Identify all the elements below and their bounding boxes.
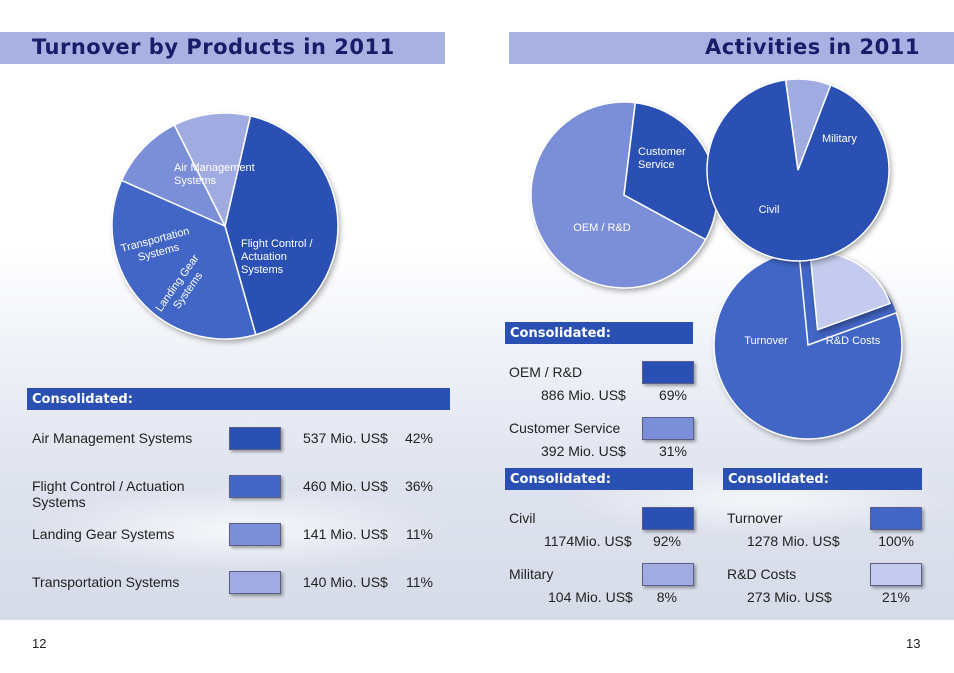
legend-label-air: Air Management Systems (32, 430, 193, 446)
pie-slice-flight-control-actuation-systems (111, 179, 257, 340)
legend-amount-landing: 141 Mio. US$ (303, 526, 388, 542)
pie-activities-civil: Civil Military (706, 78, 890, 262)
legend-swatch-rd-costs (870, 563, 922, 586)
left-consolidated-label: Consolidated: (32, 392, 133, 407)
legend-label-turnover: Turnover (727, 510, 783, 526)
pie-label-r-d-costs: R&D Costs (826, 335, 881, 347)
left-header: Turnover by Products in 2011 (0, 32, 445, 64)
legend-swatch-air (229, 427, 281, 450)
legend-label-civil: Civil (509, 510, 536, 526)
legend-label-flight: Flight Control / Actuation Systems (32, 478, 185, 510)
page-number-right: 13 (906, 636, 921, 651)
legend-amount-transport: 140 Mio. US$ (303, 574, 388, 590)
legend-pct-civil: 92% (652, 533, 681, 549)
legend-swatch-civil (642, 507, 694, 530)
pie-slice-landing-gear-systems (120, 123, 227, 228)
legend-pct-military: 8% (656, 589, 677, 605)
legend-swatch-military (642, 563, 694, 586)
legend-pct-flight: 36% (404, 478, 433, 494)
pie-slice-civil (706, 78, 890, 262)
legend-pct-air: 42% (404, 430, 433, 446)
civil-consolidated-label: Consolidated: (510, 472, 611, 487)
legend-swatch-turnover (870, 507, 922, 530)
legend-amount-oem: 886 Mio. US$ (541, 387, 626, 403)
legend-swatch-flight (229, 475, 281, 498)
legend-swatch-customer-service (642, 417, 694, 440)
legend-pct-landing: 11% (406, 526, 433, 542)
pie-slice-transportation-systems (173, 112, 252, 229)
pie-label-flight-control-actuation-systems: Flight Control / Actuation Systems (241, 238, 313, 276)
legend-swatch-transport (229, 571, 281, 594)
pie-label-customer-service: Customer Service (638, 146, 686, 171)
civil-consolidated-bar: Consolidated: (505, 468, 693, 490)
legend-label-rd-costs: R&D Costs (727, 566, 797, 582)
legend-swatch-oem (642, 361, 694, 384)
pie-slice-air-management-systems (224, 114, 339, 336)
pie-slice-oem-r-d (530, 101, 707, 289)
legend-label-oem: OEM / R&D (509, 364, 583, 380)
legend-pct-customer-service: 31% (658, 443, 687, 459)
pie-label-air-management-systems: Air Management Systems (174, 162, 255, 187)
oem-consolidated-label: Consolidated: (510, 326, 611, 341)
pie-label-turnover: Turnover (744, 335, 788, 347)
legend-swatch-landing (229, 523, 281, 546)
legend-label-transport: Transportation Systems (32, 574, 180, 590)
legend-label-landing: Landing Gear Systems (32, 526, 175, 542)
left-consolidated-bar: Consolidated: (27, 388, 450, 410)
turnover-consolidated-label: Consolidated: (728, 472, 829, 487)
legend-pct-rd-costs: 21% (881, 589, 910, 605)
legend-label-customer-service: Customer Service (509, 420, 621, 436)
legend-amount-rd-costs: 273 Mio. US$ (747, 589, 832, 605)
page-number-left: 12 (32, 636, 47, 651)
pie-slice-customer-service (623, 101, 718, 241)
pie-slice-military (784, 78, 832, 171)
pie-label-oem-r-d: OEM / R&D (573, 222, 631, 234)
turnover-consolidated-bar: Consolidated: (723, 468, 922, 490)
pie-label-military: Military (822, 133, 857, 145)
legend-amount-air: 537 Mio. US$ (303, 430, 388, 446)
legend-pct-turnover: 100% (878, 533, 914, 549)
pie-activities-oem: OEM / R&D Customer Service (530, 101, 718, 289)
right-header: Activities in 2011 (509, 32, 954, 64)
pie-label-civil: Civil (759, 204, 780, 216)
legend-amount-turnover: 1278 Mio. US$ (747, 533, 840, 549)
legend-amount-flight: 460 Mio. US$ (303, 478, 388, 494)
legend-pct-oem: 69% (658, 387, 687, 403)
pie-slice-turnover (713, 250, 903, 440)
legend-amount-customer-service: 392 Mio. US$ (541, 443, 626, 459)
pie-activities-turnover: Turnover R&D Costs (713, 250, 903, 440)
legend-pct-transport: 11% (406, 574, 433, 590)
legend-amount-military: 104 Mio. US$ (548, 589, 633, 605)
pie-products: Air Management Systems Flight Control / Act… (111, 112, 339, 340)
legend-label-military: Military (509, 566, 554, 582)
legend-amount-civil: 1174Mio. US$ (544, 533, 632, 549)
right-title: Activities in 2011 (704, 35, 920, 59)
left-title: Turnover by Products in 2011 (32, 35, 395, 59)
oem-consolidated-bar: Consolidated: (505, 322, 693, 344)
